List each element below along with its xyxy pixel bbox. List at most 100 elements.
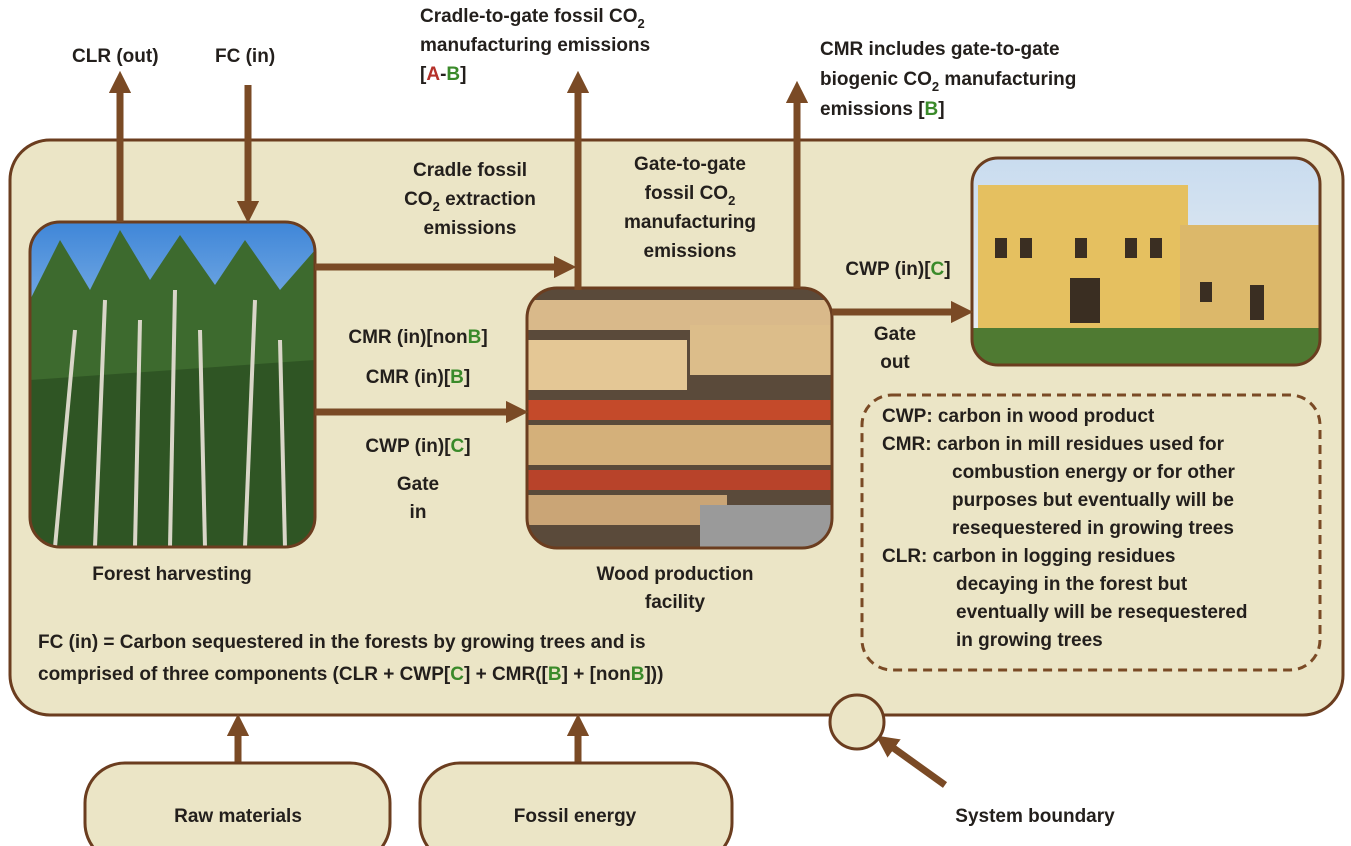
label: CMR includes gate-to-gate [820,39,1060,60]
label: manufacturing [624,212,756,233]
arrow [875,735,948,788]
text-run: C [451,436,465,457]
legend-text: combustion energy or for other [952,462,1236,483]
text-run: 2 [433,199,440,214]
text-run: - [440,64,446,85]
text-run: facility [645,592,706,613]
text-run: B [548,664,562,685]
text-run: CLR: carbon in logging residues [882,546,1175,567]
label: biogenic CO2 manufacturing [820,69,1076,94]
label: [A-B] [420,64,466,85]
label: emissions [644,241,737,262]
caption: Forest harvesting [92,564,251,585]
text-run: B [925,99,939,120]
text-run: B [450,367,464,388]
text-run: Gate [874,324,916,345]
label: Gate [874,324,916,345]
label: emissions [B] [820,99,945,120]
text-run: B [446,64,460,85]
box-label: Raw materials [174,806,302,827]
text-run: eventually will be resequestered [956,602,1247,623]
text-run: CWP: carbon in wood product [882,406,1155,427]
label: in [410,502,427,523]
caption: Wood production [597,564,754,585]
text-run: CO [404,189,433,210]
text-run: Cradle fossil [413,160,527,181]
text-run: B [468,327,482,348]
text-run: out [880,352,910,373]
text-run: ] + CMR([ [464,664,549,685]
text-run: 2 [728,193,735,208]
text-run: C [450,664,464,685]
text-run: System boundary [955,806,1115,827]
text-run: ] [938,99,944,120]
text-run: ])) [644,664,663,685]
boundary-marker [828,693,886,751]
text-run: B [631,664,645,685]
text-run: ] [464,436,470,457]
label: CLR (out) [72,46,159,67]
label: manufacturing emissions [420,35,650,56]
box-label: Fossil energy [514,806,637,827]
text-run: CMR: carbon in mill residues used for [882,434,1225,455]
legend-text: decaying in the forest but [956,574,1188,595]
text-run: comprised of three components (CLR + CWP… [38,664,451,685]
text-run: in growing trees [956,630,1103,651]
fossil-energy-box [418,761,734,846]
footnote: FC (in) = Carbon sequestered in the fore… [38,632,646,653]
text-run: decaying in the forest but [956,574,1188,595]
text-run: ] [460,64,466,85]
label: out [880,352,910,373]
text-run: manufacturing emissions [420,35,650,56]
text-run: 2 [932,79,939,94]
footnote: comprised of three components (CLR + CWP… [38,664,663,685]
text-run: FC (in) [215,46,275,67]
text-run: 2 [637,16,644,31]
text-run: purposes but eventually will be [952,490,1234,511]
label: Gate [397,474,439,495]
house-photo [972,158,1320,365]
caption: facility [645,592,706,613]
legend-text: eventually will be resequestered [956,602,1247,623]
label: CMR (in)[B] [366,367,470,388]
wood-facility-photo [527,288,832,548]
text-run: manufacturing [624,212,756,233]
legend-text: CLR: carbon in logging residues [882,546,1175,567]
legend-text: purposes but eventually will be [952,490,1234,511]
raw-materials-box [83,761,392,846]
text-run: ] [481,327,487,348]
text-run: ] [464,367,470,388]
legend-text: in growing trees [956,630,1103,651]
text-run: A [426,64,440,85]
text-run: Forest harvesting [92,564,251,585]
label: Cradle-to-gate fossil CO2 [420,6,645,31]
label: Cradle fossil [413,160,527,181]
text-run: Fossil energy [514,806,637,827]
text-run: C [931,259,945,280]
text-run: fossil CO [645,183,728,204]
label: Gate-to-gate [634,154,746,175]
text-run: Gate [397,474,439,495]
label: CWP (in)[C] [365,436,470,457]
text-run: Cradle-to-gate fossil CO [420,6,637,27]
caption: System boundary [955,806,1115,827]
label: fossil CO2 [645,183,736,208]
label: CWP (in)[C] [845,259,950,280]
text-run: ] [944,259,950,280]
text-run: combustion energy or for other [952,462,1236,483]
text-run: Raw materials [174,806,302,827]
text-run: CWP (in)[ [365,436,451,457]
text-run: biogenic CO [820,69,932,90]
forest-photo-frame [28,220,317,549]
text-run: CWP (in)[ [845,259,931,280]
text-run: Gate-to-gate [634,154,746,175]
legend-box [860,393,1322,672]
text-run: CMR includes gate-to-gate [820,39,1060,60]
text-run: manufacturing [939,69,1076,90]
text-run: ] + [non [562,664,631,685]
arrows [108,70,974,788]
text-run: extraction [440,189,536,210]
legend-text: resequestered in growing trees [952,518,1234,539]
label: emissions [424,218,517,239]
